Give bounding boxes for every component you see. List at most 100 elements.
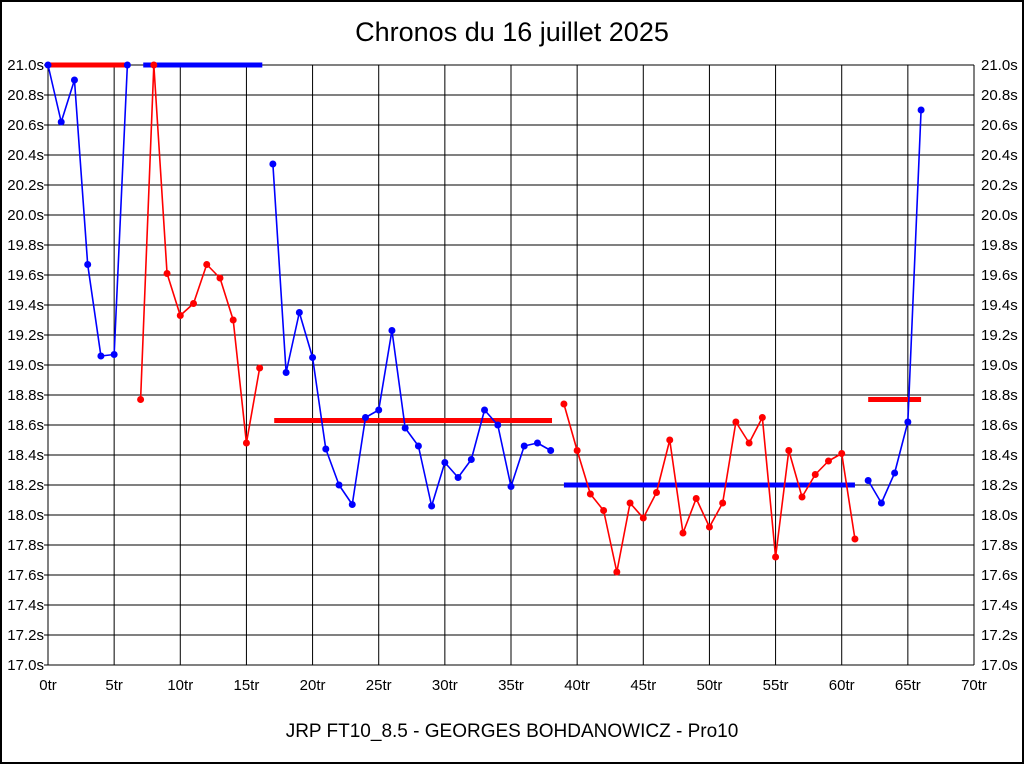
blue-lap-point (428, 502, 436, 510)
blue-lap-point (891, 469, 899, 477)
x-tick-label: 40tr (564, 677, 590, 694)
blue-laps-line (867, 109, 922, 504)
y-tick-label-left: 18.6s (7, 417, 44, 434)
blue-lap-point (520, 442, 528, 450)
y-tick-label-left: 19.0s (7, 357, 44, 374)
y-tick-label-right: 17.2s (981, 627, 1018, 644)
y-tick-label-left: 17.2s (7, 627, 44, 644)
blue-lap-point (414, 442, 422, 450)
y-tick-label-left: 19.8s (7, 237, 44, 254)
red-lap-point (626, 499, 634, 507)
y-tick-label-right: 20.8s (981, 87, 1018, 104)
y-tick-label-right: 20.0s (981, 207, 1018, 224)
blue-lap-point (388, 327, 396, 334)
red-lap-point (758, 414, 766, 421)
y-tick-label-right: 21.0s (981, 57, 1018, 74)
y-tick-label-right: 19.8s (981, 237, 1018, 254)
blue-lap-point (70, 76, 78, 84)
blue-lap-point (454, 474, 462, 481)
blue-lap-point (904, 418, 912, 426)
red-lap-point (573, 447, 581, 454)
blue-lap-point (917, 106, 925, 114)
y-tick-label-left: 17.6s (7, 567, 44, 584)
red-lap-point (176, 312, 184, 319)
red-lap-point (163, 270, 171, 277)
blue-lap-point (282, 369, 290, 376)
blue-lap-point (335, 481, 343, 489)
y-tick-label-left: 20.6s (7, 117, 44, 134)
x-tick-label: 45tr (630, 677, 656, 694)
red-lap-point (256, 364, 264, 372)
y-tick-label-right: 19.0s (981, 357, 1018, 374)
y-tick-label-left: 20.2s (7, 177, 44, 194)
red-lap-point (732, 418, 740, 426)
red-lap-point (705, 523, 713, 531)
blue-lap-point (401, 424, 409, 432)
lap-time-chart: 0tr 5tr 10tr 15tr 20tr 25tr 30tr 35tr 40tr 45tr 50… (7, 57, 1018, 694)
red-lap-point (679, 529, 687, 537)
y-tick-label-right: 18.4s (981, 447, 1018, 464)
blue-lap-point (44, 61, 52, 69)
red-lap-point (785, 447, 793, 454)
blue-lap-point (481, 406, 489, 414)
y-tick-label-left: 20.4s (7, 147, 44, 164)
red-lap-point (719, 499, 727, 507)
y-tick-label-right: 20.2s (981, 177, 1018, 194)
x-tick-label: 10tr (167, 677, 193, 694)
red-lap-point (772, 553, 780, 561)
red-lap-point (216, 274, 224, 282)
blue-lap-point (84, 261, 92, 268)
y-tick-label-right: 20.4s (981, 147, 1018, 164)
x-tick-label: 35tr (498, 677, 524, 694)
red-lap-point (190, 300, 198, 307)
red-lap-point (229, 316, 237, 324)
red-lap-point (586, 490, 594, 498)
y-tick-label-left: 19.4s (7, 297, 44, 314)
red-lap-point (560, 400, 568, 408)
x-tick-label: 20tr (300, 677, 326, 694)
y-tick-label-left: 19.2s (7, 327, 44, 344)
blue-lap-point (97, 352, 105, 360)
red-lap-point (838, 450, 846, 457)
blue-laps-line (272, 163, 552, 507)
red-lap-point (745, 439, 753, 447)
y-tick-label-left: 18.8s (7, 387, 44, 404)
blue-lap-point (322, 445, 330, 453)
y-tick-label-right: 20.6s (981, 117, 1018, 134)
red-lap-point (613, 568, 621, 576)
blue-lap-point (123, 61, 131, 69)
y-tick-label-right: 17.0s (981, 657, 1018, 674)
red-lap-point (811, 471, 819, 478)
x-tick-label: 15tr (233, 677, 259, 694)
blue-lap-point (467, 456, 475, 463)
blue-lap-point (877, 499, 885, 507)
red-lap-point (242, 439, 250, 447)
blue-lap-point (375, 406, 383, 414)
blue-lap-point (547, 447, 555, 454)
x-tick-label: 65tr (895, 677, 921, 694)
blue-lap-point (57, 118, 65, 126)
blue-lap-point (269, 160, 277, 168)
x-tick-label: 5tr (105, 677, 123, 694)
blue-lap-point (494, 421, 502, 429)
red-lap-point (692, 495, 700, 502)
y-tick-label-right: 17.6s (981, 567, 1018, 584)
red-lap-point (600, 507, 608, 514)
y-tick-label-left: 18.0s (7, 507, 44, 524)
chart-footer: JRP FT10_8.5 - GEORGES BOHDANOWICZ - Pro… (285, 721, 739, 742)
y-tick-label-left: 18.4s (7, 447, 44, 464)
y-tick-label-left: 19.6s (7, 267, 44, 284)
y-tick-label-right: 18.2s (981, 477, 1018, 494)
y-tick-label-right: 18.6s (981, 417, 1018, 434)
blue-lap-point (110, 351, 118, 358)
red-lap-point (203, 261, 211, 268)
y-tick-label-right: 18.0s (981, 507, 1018, 524)
y-tick-label-right: 17.8s (981, 537, 1018, 554)
y-tick-label-right: 18.8s (981, 387, 1018, 404)
red-lap-point (137, 396, 145, 403)
x-tick-label: 50tr (696, 677, 722, 694)
red-lap-point (639, 514, 647, 522)
blue-lap-point (507, 483, 515, 490)
blue-lap-point (864, 477, 872, 484)
